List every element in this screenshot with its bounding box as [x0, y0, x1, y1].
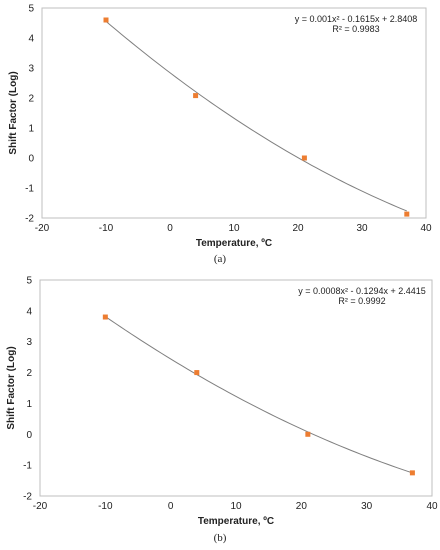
x-tick-label: 0: [167, 223, 173, 234]
x-axis-title: Temperature, ºC: [198, 516, 274, 527]
y-tick-label: 5: [28, 4, 34, 15]
y-tick-label: 0: [28, 154, 34, 165]
y-tick-label: 2: [26, 368, 32, 379]
y-tick-label: 5: [26, 276, 32, 287]
data-point: [193, 93, 199, 99]
x-tick-label: 40: [420, 223, 432, 234]
x-tick-label: -20: [35, 223, 50, 234]
y-tick-label: 4: [28, 34, 34, 45]
x-tick-label: 20: [296, 501, 308, 512]
plot-area: [41, 7, 427, 219]
y-tick-label: 3: [26, 337, 32, 348]
x-tick-label: 30: [356, 223, 368, 234]
y-tick-label: 4: [26, 306, 32, 317]
y-axis-title: Shift Factor (Log): [6, 346, 17, 429]
data-point: [102, 314, 108, 320]
trendline-equation: y = 0.001x² - 0.1615x + 2.8408: [295, 14, 418, 24]
data-point: [103, 17, 109, 23]
data-point: [404, 211, 410, 217]
x-tick-label: 40: [426, 501, 438, 512]
panel-caption: (a): [214, 253, 227, 265]
panel-caption: (b): [214, 532, 227, 544]
x-tick-label: 10: [230, 501, 242, 512]
y-tick-label: -2: [25, 214, 34, 225]
y-tick-label: 1: [26, 399, 32, 410]
x-tick-label: 10: [228, 223, 240, 234]
data-point: [194, 370, 200, 376]
x-tick-label: -20: [33, 501, 48, 512]
y-tick-label: 3: [28, 64, 34, 75]
data-point: [301, 155, 307, 161]
x-tick-label: 30: [361, 501, 373, 512]
data-point: [409, 470, 415, 476]
trendline: [105, 20, 407, 212]
y-tick-label: 2: [28, 94, 34, 105]
x-tick-label: -10: [98, 501, 113, 512]
y-tick-label: -1: [23, 461, 32, 472]
y-tick-label: 0: [26, 430, 32, 441]
x-axis-title: Temperature, ºC: [196, 238, 272, 249]
y-tick-label: 1: [28, 124, 34, 135]
data-point: [305, 431, 311, 437]
x-tick-label: -10: [99, 223, 114, 234]
y-axis-title: Shift Factor (Log): [8, 71, 19, 154]
x-tick-label: 0: [168, 501, 174, 512]
r-squared-label: R² = 0.9992: [338, 296, 385, 306]
r-squared-label: R² = 0.9983: [332, 24, 379, 34]
y-tick-label: -1: [25, 184, 34, 195]
trendline: [105, 316, 413, 474]
plot-area: [39, 279, 433, 497]
x-tick-label: 20: [292, 223, 304, 234]
y-tick-label: -2: [23, 492, 32, 503]
trendline-equation: y = 0.0008x² - 0.1294x + 2.4415: [298, 286, 426, 296]
